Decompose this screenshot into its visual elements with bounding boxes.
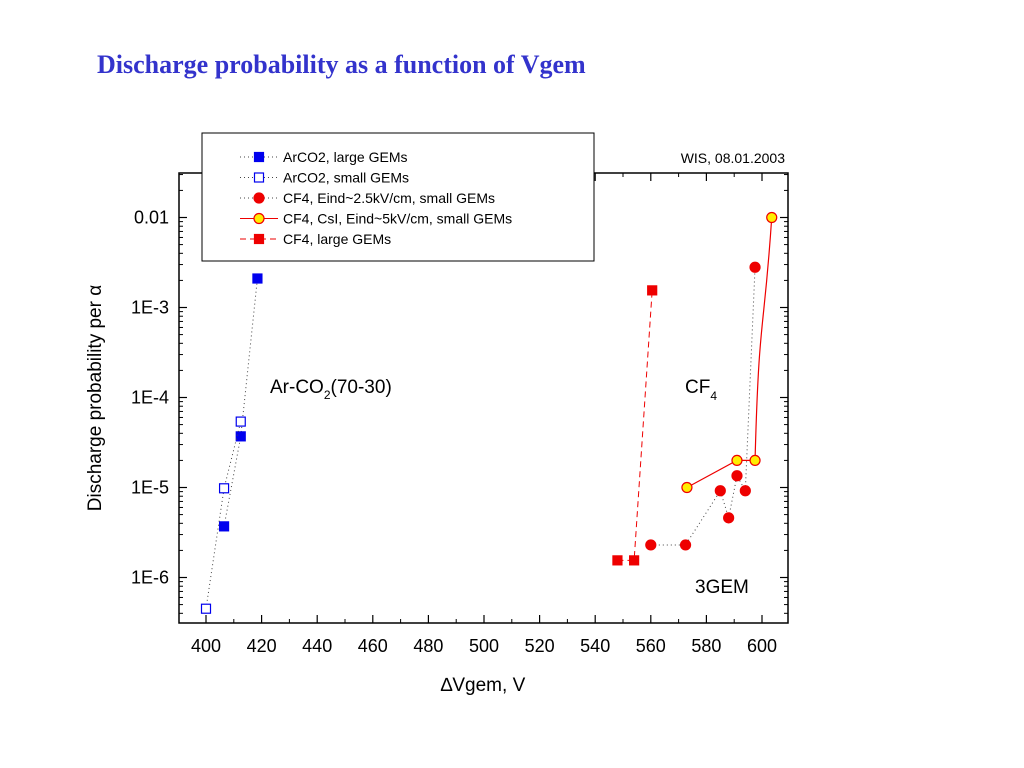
data-point: [749, 454, 761, 467]
data-point: [731, 454, 743, 467]
data-point: [200, 603, 212, 614]
data-point: [731, 470, 743, 482]
annotation-stamp: WIS, 08.01.2003: [681, 150, 786, 166]
series-layer: [200, 211, 778, 614]
data-point: [723, 512, 735, 524]
data-point: [679, 539, 692, 551]
series-line: [650, 267, 756, 546]
x-tick-label: 540: [580, 636, 610, 656]
series-0: [218, 273, 263, 532]
annotation-cf4: CF4: [685, 377, 717, 403]
data-point: [647, 285, 658, 296]
x-tick-label: 440: [302, 636, 332, 656]
legend-box: [201, 132, 595, 262]
y-tick-label: 1E-6: [131, 568, 169, 588]
slide-title: Discharge probability as a function of V…: [97, 50, 586, 79]
x-tick-label: 480: [413, 636, 443, 656]
x-tick-label: 560: [636, 636, 666, 656]
y-tick-label: 1E-5: [131, 478, 169, 498]
series-line: [686, 217, 773, 489]
data-point: [235, 431, 246, 442]
legend: ArCO2, large GEMs ArCO2, small GEMs CF4, E…: [201, 132, 595, 262]
data-point: [714, 485, 726, 497]
legend-marker: [253, 172, 265, 183]
data-point: [218, 483, 230, 494]
x-tick-label: 500: [469, 636, 499, 656]
annotation-3gem: 3GEM: [695, 577, 749, 598]
y-axis-title: Discharge probability per α: [85, 285, 106, 511]
x-tick-label: 580: [691, 636, 721, 656]
legend-label: CF4, CsI, Eind~5kV/cm, small GEMs: [283, 211, 512, 227]
data-point: [218, 521, 230, 532]
legend-marker: [253, 233, 265, 245]
legend-label: CF4, large GEMs: [283, 231, 391, 247]
data-point: [766, 211, 778, 224]
series-line: [617, 290, 653, 561]
data-point: [681, 481, 693, 494]
series-1: [200, 416, 246, 614]
data-point: [252, 273, 263, 284]
data-point: [612, 555, 623, 566]
legend-label: ArCO2, large GEMs: [283, 149, 407, 165]
x-tick-label: 420: [247, 636, 277, 656]
legend-marker: [253, 151, 265, 163]
legend-marker: [253, 192, 265, 204]
series-2: [645, 261, 761, 551]
x-tick-label: 460: [358, 636, 388, 656]
legend-label: ArCO2, small GEMs: [283, 170, 409, 186]
annotation-arco2: Ar-CO2(70-30): [270, 377, 392, 402]
x-axis-title: ∆Vgem, V: [441, 675, 526, 696]
y-tick-label: 1E-3: [131, 298, 169, 318]
data-point: [645, 539, 657, 551]
y-tick-label: 0.01: [134, 208, 169, 228]
x-tick-label: 600: [747, 636, 777, 656]
data-point: [739, 485, 751, 497]
y-tick-label: 1E-4: [131, 388, 169, 408]
x-tick-label: 400: [191, 636, 221, 656]
series-3: [681, 211, 778, 494]
series-4: [612, 285, 658, 566]
legend-label: CF4, Eind~2.5kV/cm, small GEMs: [283, 190, 495, 206]
x-tick-label: 520: [525, 636, 555, 656]
series-line: [205, 421, 242, 609]
data-point: [749, 261, 761, 273]
legend-marker: [253, 212, 265, 225]
data-point: [235, 416, 246, 427]
annotations: Ar-CO2(70-30) CF4 3GEM WIS, 08.01.2003: [270, 150, 785, 598]
data-point: [629, 555, 640, 566]
